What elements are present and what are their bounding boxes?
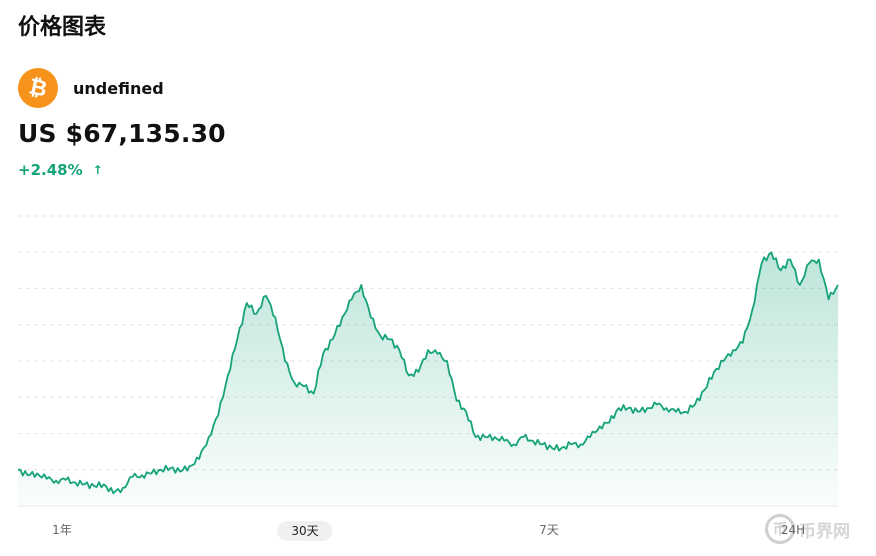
arrow-up-icon: ↑	[92, 163, 103, 177]
page-title: 价格图表	[18, 15, 107, 40]
range-7d-button[interactable]: 7天	[539, 523, 559, 537]
bitcoin-icon: ₿	[18, 68, 58, 108]
coin-header: ₿ undefined	[18, 68, 164, 108]
range-30d-button[interactable]: 30天	[277, 521, 333, 541]
price-chart	[17, 215, 839, 507]
coin-name: undefined	[73, 78, 164, 98]
watermark-logo: 币 币界网	[765, 514, 850, 544]
price-change: +2.48% ↑	[18, 161, 103, 179]
price-change-value: +2.48%	[18, 161, 83, 179]
watermark-badge: 币	[765, 514, 795, 544]
price-area	[18, 252, 838, 506]
price-line	[17, 251, 839, 495]
bitcoin-glyph: ₿	[26, 74, 50, 103]
current-price: US $67,135.30	[18, 119, 226, 148]
watermark-text: 币界网	[799, 521, 850, 542]
time-range-selector: 1年 30天 7天 24H	[0, 516, 876, 544]
range-1y-button[interactable]: 1年	[52, 523, 72, 537]
